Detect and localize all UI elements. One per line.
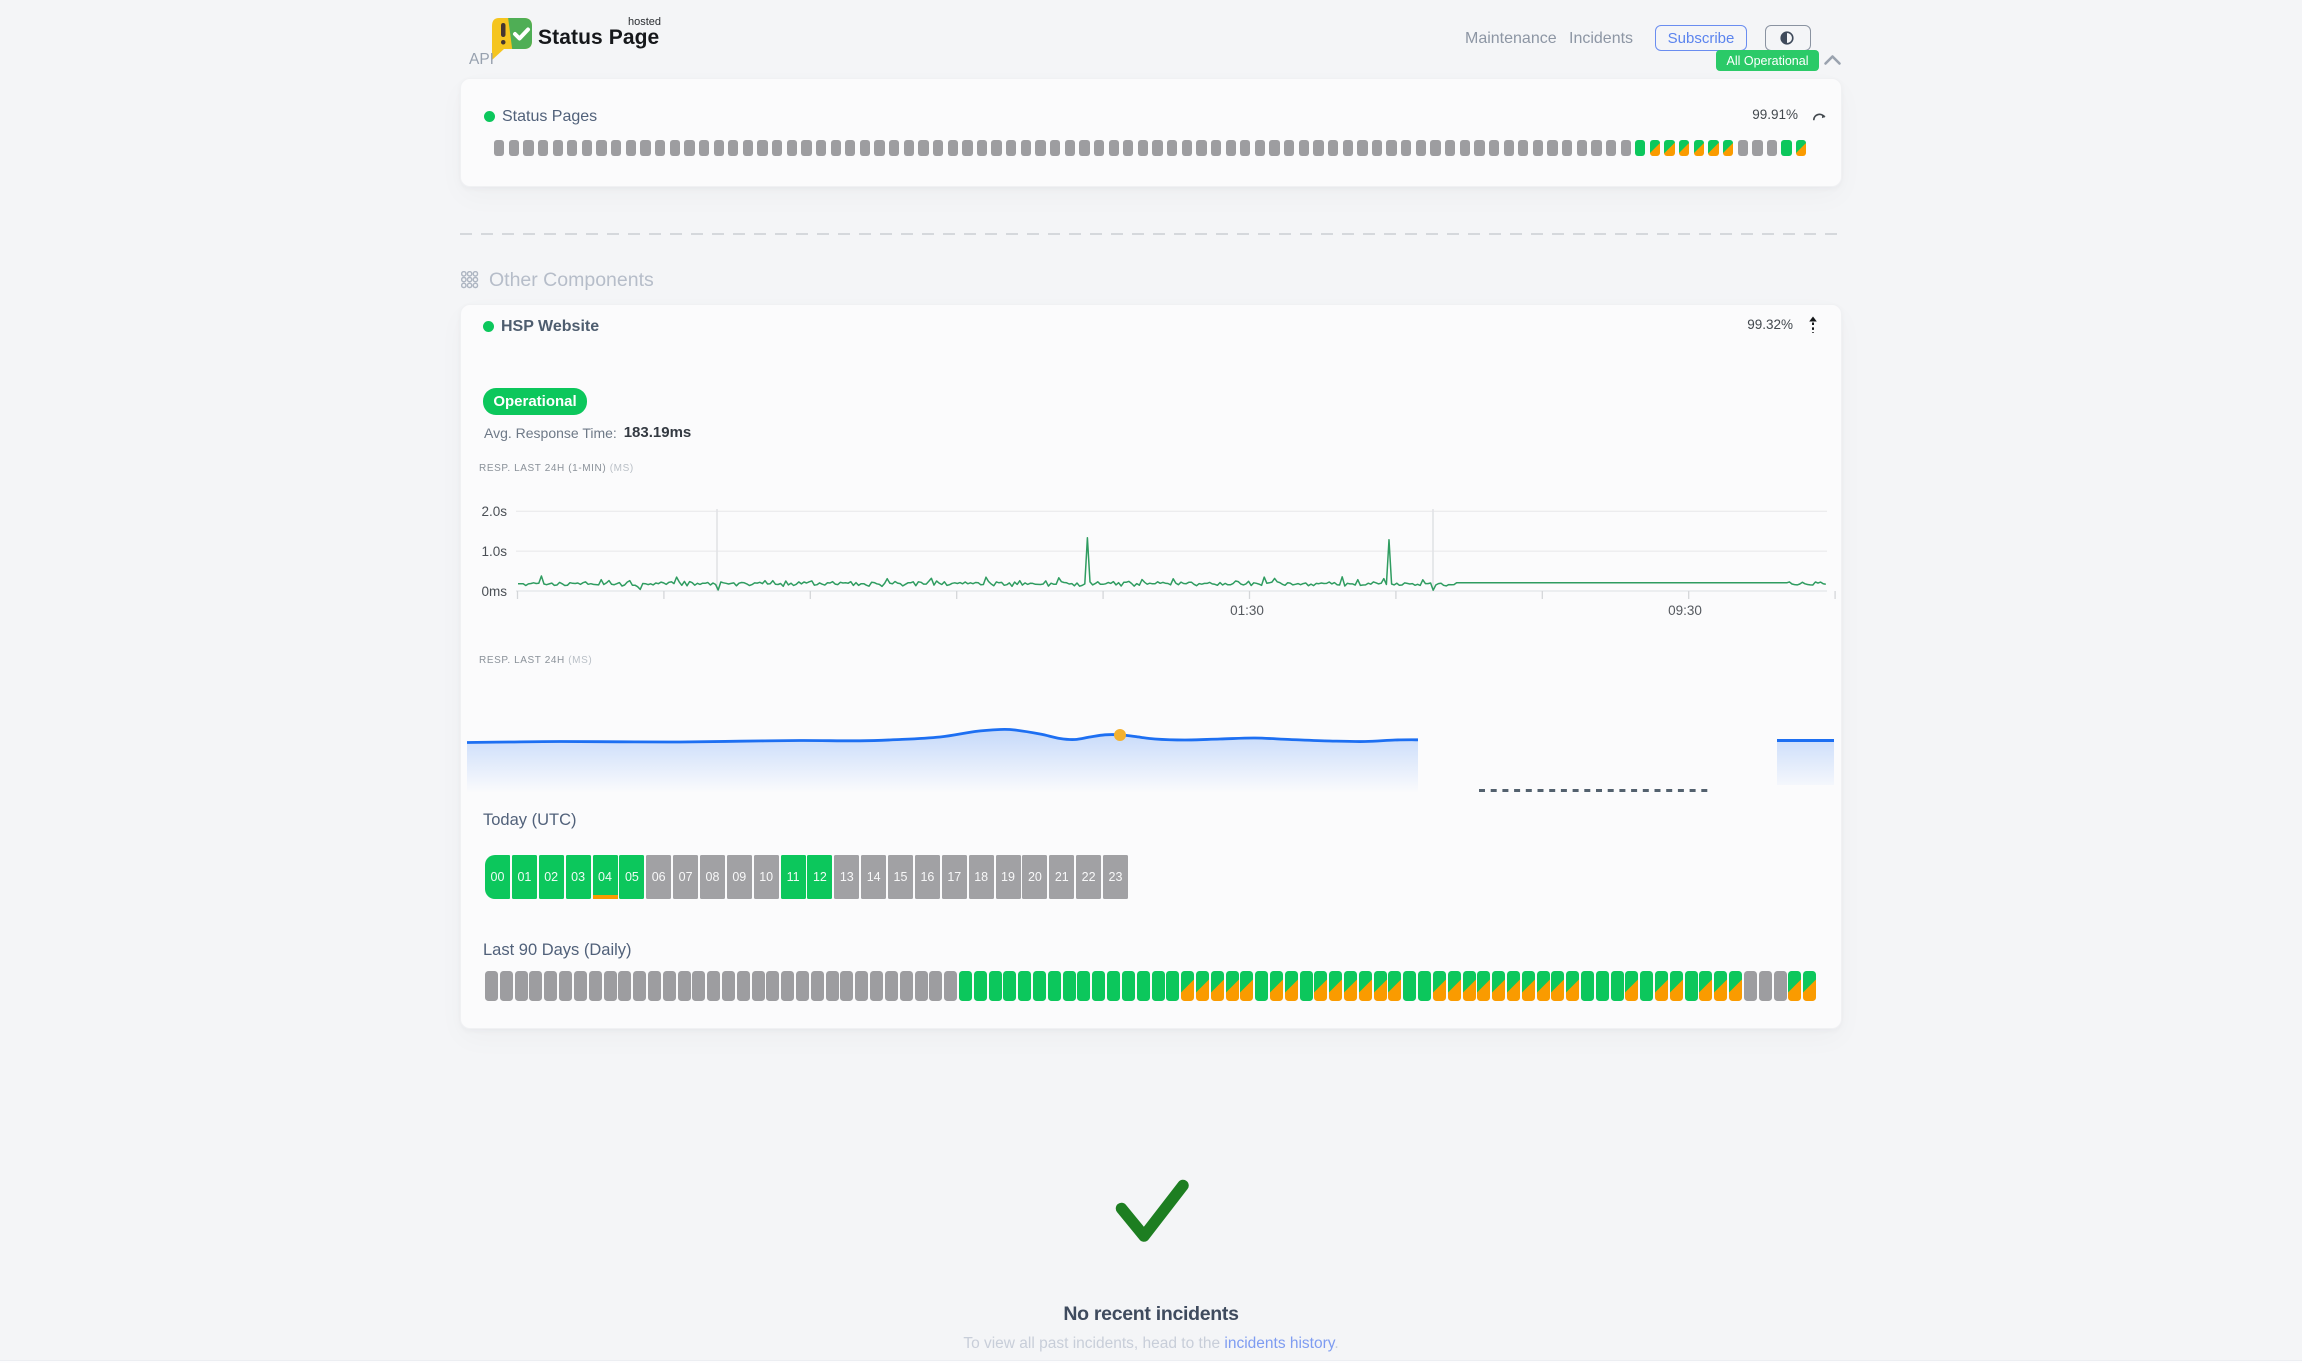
svg-text:01:30: 01:30 [1230,603,1264,618]
svg-text:09:30: 09:30 [1668,603,1702,618]
svg-text:0ms: 0ms [481,584,507,599]
svg-text:2.0s: 2.0s [481,504,507,519]
svg-text:1.0s: 1.0s [481,544,507,559]
